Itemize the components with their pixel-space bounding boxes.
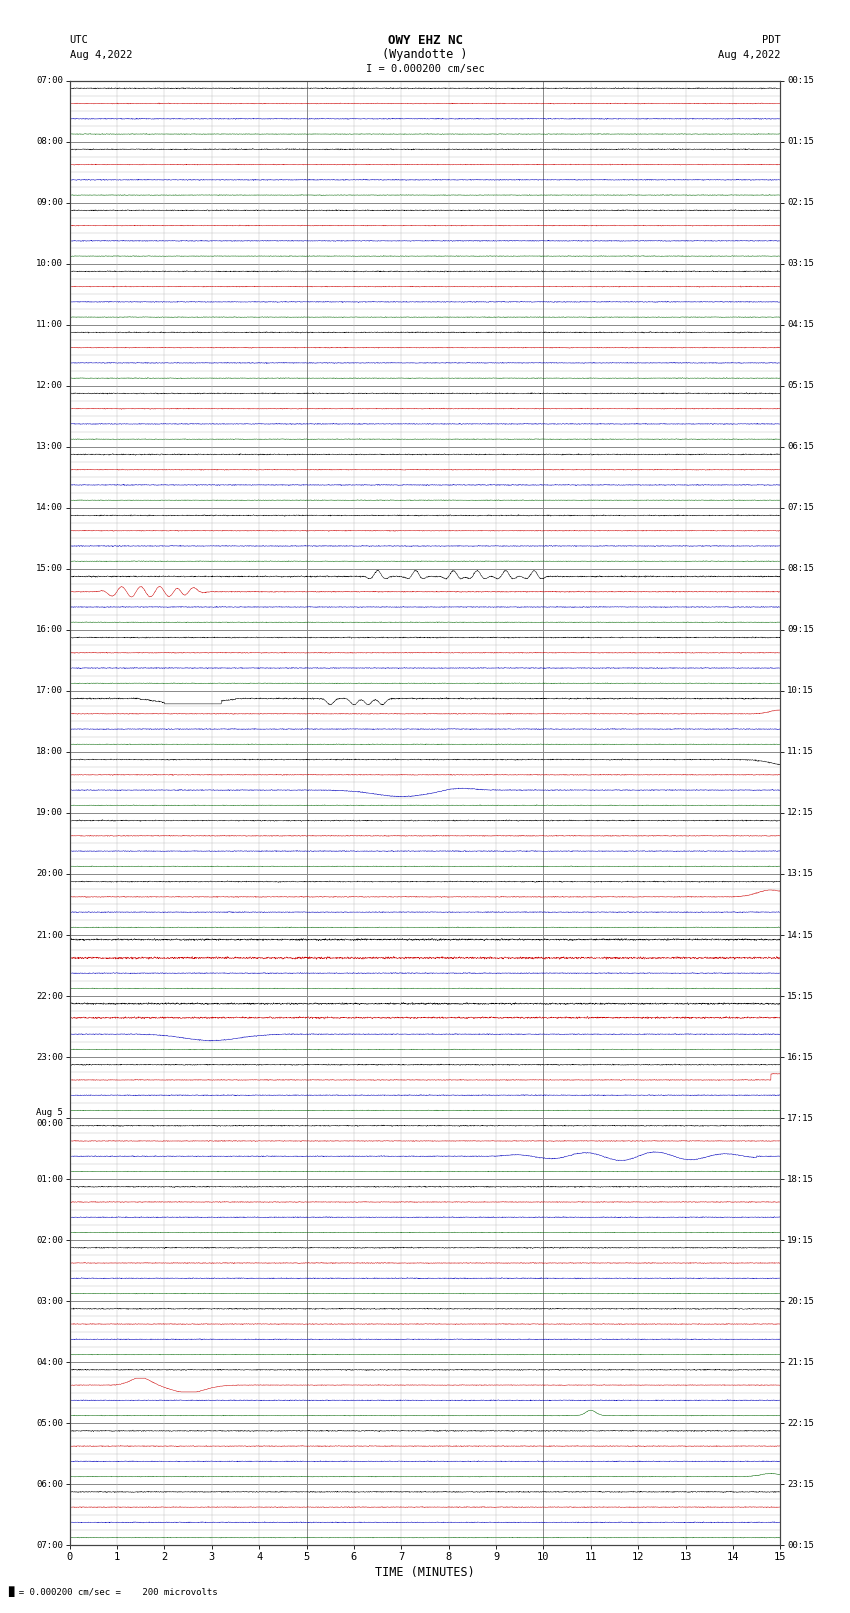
Text: Aug 4,2022: Aug 4,2022	[70, 50, 133, 60]
Text: OWY EHZ NC: OWY EHZ NC	[388, 34, 462, 47]
Text: PDT: PDT	[762, 35, 780, 45]
Text: █ = 0.000200 cm/sec =    200 microvolts: █ = 0.000200 cm/sec = 200 microvolts	[8, 1586, 218, 1597]
Text: Aug 4,2022: Aug 4,2022	[717, 50, 780, 60]
X-axis label: TIME (MINUTES): TIME (MINUTES)	[375, 1566, 475, 1579]
Text: UTC: UTC	[70, 35, 88, 45]
Text: I = 0.000200 cm/sec: I = 0.000200 cm/sec	[366, 65, 484, 74]
Text: (Wyandotte ): (Wyandotte )	[382, 48, 468, 61]
